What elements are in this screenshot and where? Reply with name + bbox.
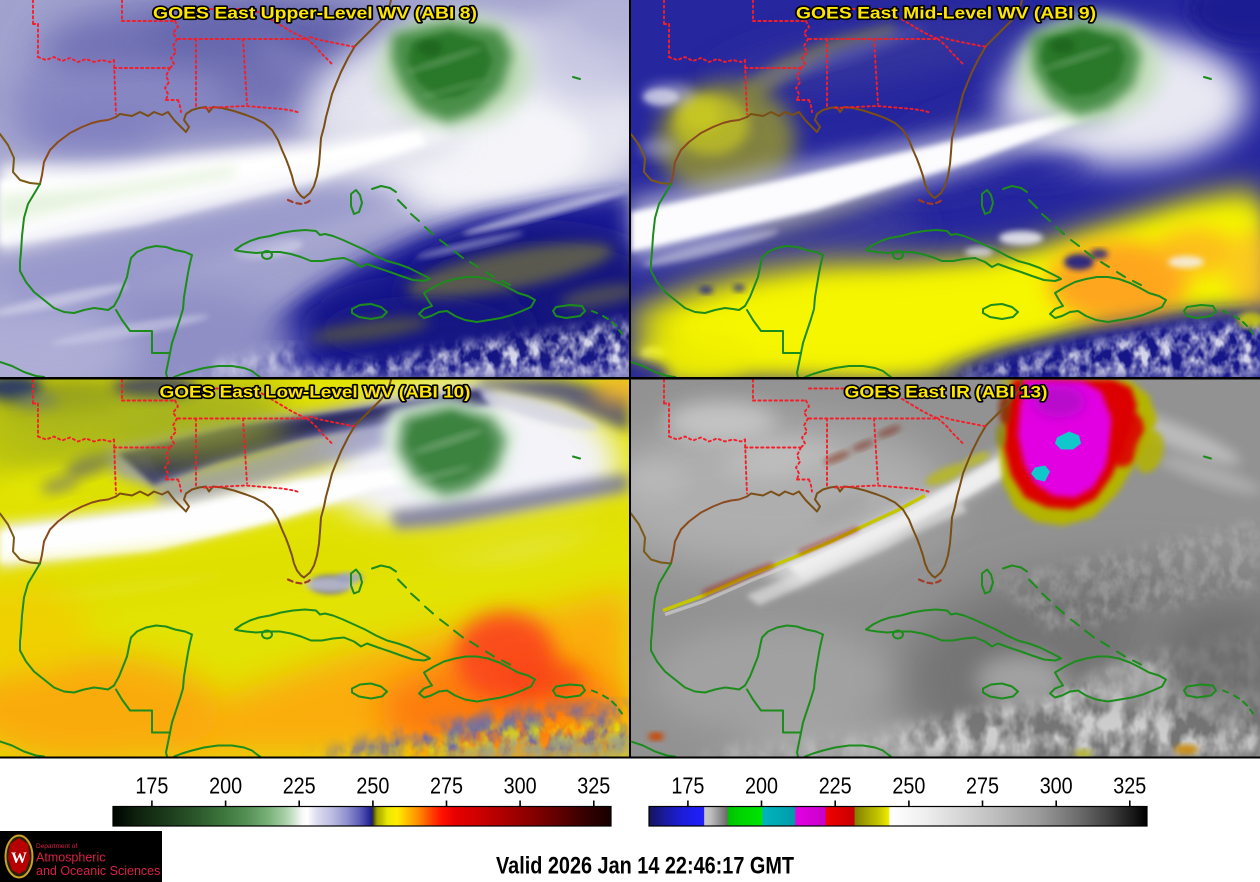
svg-text:Department of: Department of <box>36 843 77 850</box>
svg-text:325: 325 <box>1113 773 1146 799</box>
svg-text:300: 300 <box>1040 773 1073 799</box>
svg-text:GOES East Low-Level WV (ABI 10: GOES East Low-Level WV (ABI 10) <box>160 384 471 402</box>
svg-text:W: W <box>11 850 27 867</box>
svg-text:250: 250 <box>356 773 389 799</box>
svg-text:225: 225 <box>819 773 852 799</box>
svg-text:and Oceanic Sciences: and Oceanic Sciences <box>36 864 160 878</box>
svg-text:225: 225 <box>283 773 316 799</box>
svg-text:GOES East Mid-Level WV (ABI 9): GOES East Mid-Level WV (ABI 9) <box>796 5 1096 23</box>
svg-text:200: 200 <box>209 773 242 799</box>
svg-text:GOES East Upper-Level WV (ABI: GOES East Upper-Level WV (ABI 8) <box>153 5 477 23</box>
svg-text:325: 325 <box>577 773 610 799</box>
svg-text:Atmospheric: Atmospheric <box>36 851 105 865</box>
svg-text:Valid 2026 Jan 14 22:46:17 GMT: Valid 2026 Jan 14 22:46:17 GMT <box>496 853 794 880</box>
svg-text:200: 200 <box>745 773 778 799</box>
svg-text:175: 175 <box>135 773 168 799</box>
svg-text:GOES East IR (ABI 13): GOES East IR (ABI 13) <box>845 384 1048 402</box>
svg-text:175: 175 <box>671 773 704 799</box>
svg-text:275: 275 <box>966 773 999 799</box>
svg-text:250: 250 <box>892 773 925 799</box>
svg-text:300: 300 <box>504 773 537 799</box>
svg-text:275: 275 <box>430 773 463 799</box>
